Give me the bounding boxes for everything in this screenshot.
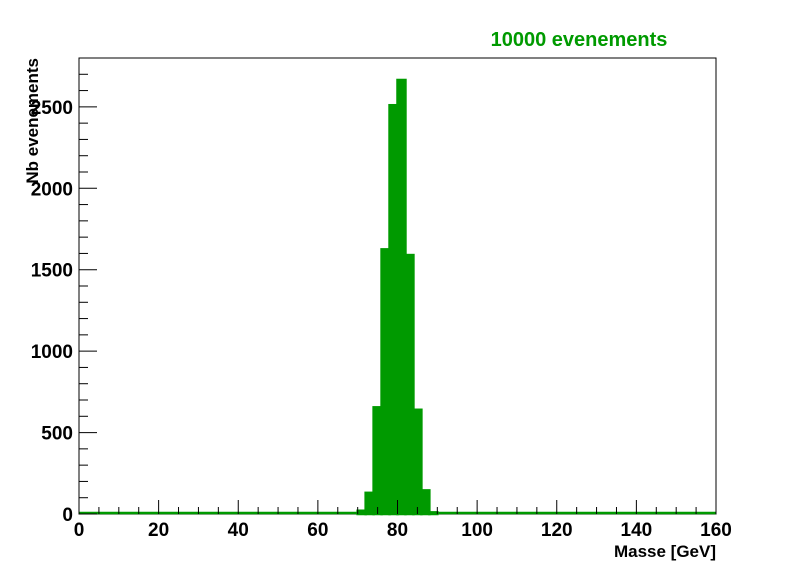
- x-axis: 0 20 40 60 80 100 120 140 160: [74, 500, 732, 541]
- y-tick-label: 2000: [31, 179, 73, 200]
- y-tick-label: 2500: [31, 98, 73, 119]
- y-axis-label: Nb evenements: [23, 58, 42, 184]
- x-tick-label: 140: [621, 520, 653, 541]
- chart-title: 10000 evenements: [491, 29, 668, 51]
- histogram-bar: [420, 489, 431, 516]
- x-tick-label: 60: [307, 520, 328, 541]
- x-tick-label: 100: [461, 520, 493, 541]
- x-tick-label: 0: [74, 520, 85, 541]
- x-tick-label: 160: [700, 520, 732, 541]
- y-tick-label: 500: [41, 424, 73, 445]
- x-tick-label: 20: [148, 520, 169, 541]
- histogram-bars: [356, 78, 439, 516]
- x-tick-label: 80: [387, 520, 408, 541]
- x-tick-label: 120: [541, 520, 573, 541]
- y-axis: 0 500 1000 1500 2000 2500: [31, 57, 97, 526]
- x-tick-label: 40: [228, 520, 249, 541]
- y-tick-label: 1000: [31, 342, 73, 363]
- y-tick-label: 0: [62, 505, 73, 526]
- x-axis-label: Masse [GeV]: [614, 542, 716, 561]
- y-tick-label: 1500: [31, 261, 73, 282]
